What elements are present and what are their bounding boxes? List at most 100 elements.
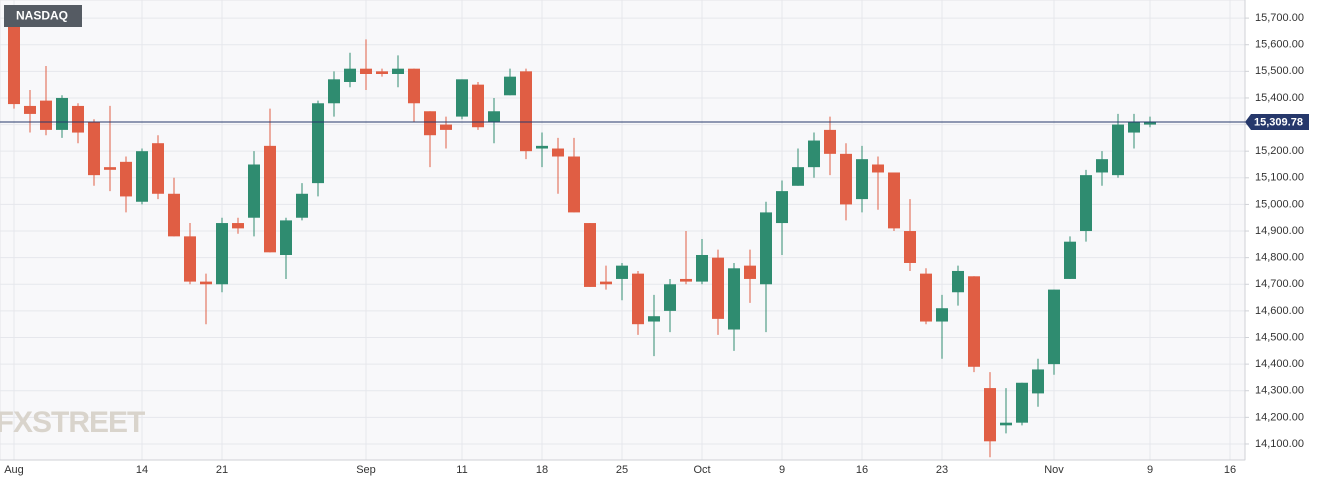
y-tick-label: 14,500.00 (1255, 331, 1304, 343)
y-tick-label: 15,200.00 (1255, 145, 1304, 157)
candle-body (584, 223, 596, 287)
candle-body (472, 84, 484, 128)
x-tick-label: Nov (1044, 464, 1064, 476)
candle-body (936, 308, 948, 322)
candle-body (152, 143, 164, 194)
y-tick-label: 14,100.00 (1255, 438, 1304, 450)
y-tick-label: 14,200.00 (1255, 411, 1304, 423)
candle-body (8, 12, 20, 105)
candle-body (456, 79, 468, 117)
candle-body (776, 191, 788, 224)
candle-body (856, 159, 868, 200)
candle-body (744, 265, 756, 279)
candle-body (1112, 124, 1124, 176)
y-tick-label: 15,700.00 (1255, 12, 1304, 24)
candle-body (280, 220, 292, 255)
x-tick-label: 11 (456, 464, 467, 476)
candle-body (40, 100, 52, 130)
x-tick-label: 18 (536, 464, 548, 476)
y-tick-label: 14,800.00 (1255, 252, 1304, 264)
x-tick-label: Sep (356, 464, 376, 476)
candle-body (88, 121, 100, 176)
candle-body (504, 76, 516, 96)
candle-body (632, 273, 644, 325)
candle-body (200, 281, 212, 285)
candle-body (136, 151, 148, 202)
candle-body (664, 284, 676, 311)
candle-body (600, 281, 612, 285)
x-tick-label: 23 (936, 464, 948, 476)
candle-body (1128, 121, 1140, 133)
candle-body (408, 68, 420, 104)
candle-body (968, 276, 980, 367)
x-tick-label: 25 (616, 464, 628, 476)
candle-body (648, 316, 660, 322)
candle-body (344, 68, 356, 82)
candle-body (536, 145, 548, 149)
candle-body (616, 265, 628, 279)
title-box (4, 5, 82, 27)
candle-body (680, 278, 692, 282)
candle-body (376, 71, 388, 74)
x-tick-label: 16 (856, 464, 868, 476)
y-tick-label: 15,100.00 (1255, 172, 1304, 184)
y-tick-label: 15,000.00 (1255, 198, 1304, 210)
x-tick-label: 9 (1147, 464, 1153, 476)
y-tick-label: 14,700.00 (1255, 278, 1304, 290)
y-tick-label: 14,400.00 (1255, 358, 1304, 370)
candle-body (568, 156, 580, 213)
candle-body (120, 161, 132, 197)
candle-body (232, 223, 244, 229)
candle-body (696, 254, 708, 282)
x-tick-label: 14 (136, 464, 148, 476)
watermark: FXSTREET (0, 406, 145, 439)
candle-body (312, 103, 324, 184)
x-tick-label: Aug (4, 464, 24, 476)
candle-body (712, 257, 724, 319)
candle-body (1048, 289, 1060, 365)
candle-body (248, 164, 260, 218)
candle-body (168, 193, 180, 237)
candle-body (760, 212, 772, 285)
candle-body (296, 193, 308, 218)
candle-body (904, 231, 916, 263)
y-tick-label: 15,500.00 (1255, 65, 1304, 77)
candle-body (552, 148, 564, 157)
candle-body (824, 129, 836, 154)
candle-body (360, 68, 372, 74)
candle-body (440, 124, 452, 130)
candle-body (1096, 159, 1108, 173)
last-price-tag (1245, 113, 1309, 130)
candle-body (1032, 369, 1044, 394)
y-tick-label: 14,600.00 (1255, 305, 1304, 317)
candle-body (1144, 121, 1156, 125)
candle-body (184, 236, 196, 282)
candle-body (488, 111, 500, 122)
last-price-label: 15,309.78 (1254, 116, 1303, 128)
candles (8, 7, 1156, 458)
candle-body (24, 105, 36, 114)
x-tick-label: 9 (779, 464, 785, 476)
candle-body (424, 111, 436, 136)
y-tick-label: 14,300.00 (1255, 385, 1304, 397)
candle-body (520, 71, 532, 152)
candle-body (1064, 241, 1076, 279)
candle-body (328, 79, 340, 104)
candle-body (72, 105, 84, 133)
candle-body (872, 164, 884, 173)
candle-body (984, 388, 996, 442)
candle-body (888, 172, 900, 229)
candle-body (952, 270, 964, 293)
y-tick-label: 15,600.00 (1255, 39, 1304, 51)
candle-body (920, 273, 932, 322)
candle-body (1016, 382, 1028, 423)
candle-body (1080, 175, 1092, 232)
y-tick-label: 15,400.00 (1255, 92, 1304, 104)
candle-body (216, 223, 228, 285)
x-tick-label: Oct (693, 464, 710, 476)
candle-body (728, 268, 740, 330)
y-tick-label: 14,900.00 (1255, 225, 1304, 237)
candle-body (104, 167, 116, 170)
candle-body (792, 167, 804, 186)
